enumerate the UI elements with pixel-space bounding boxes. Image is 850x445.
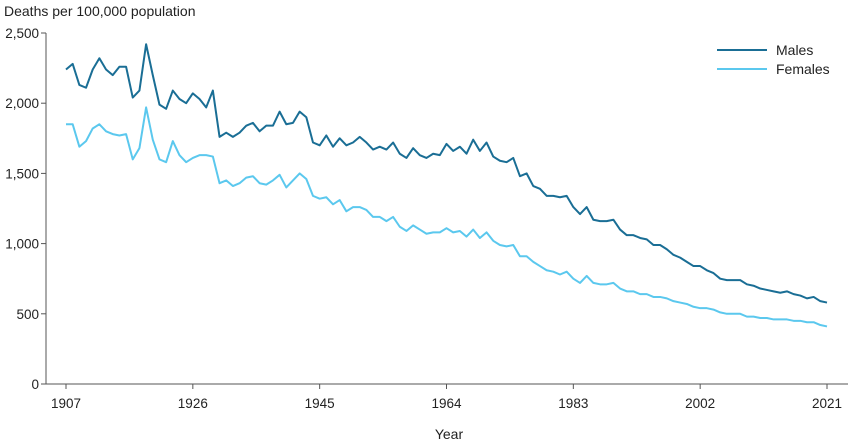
- y-tick-label: 1,000: [5, 237, 39, 252]
- x-tick-label: 1964: [431, 396, 462, 411]
- x-axis: 1907 1926 1945 1964 1983 2002 2021: [46, 383, 848, 411]
- x-axis-label: Year: [435, 426, 464, 442]
- x-tick-label: 2021: [812, 396, 842, 411]
- y-axis-label: Deaths per 100,000 population: [4, 3, 195, 19]
- x-tick-label: 2002: [685, 396, 715, 411]
- legend-label-females: Females: [776, 61, 830, 77]
- x-tick-label: 1983: [558, 396, 588, 411]
- y-tick-label: 500: [16, 307, 39, 322]
- x-tick-label: 1926: [178, 396, 208, 411]
- series-layer: [65, 43, 828, 328]
- series-line-females: [66, 106, 828, 328]
- legend: Males Females: [717, 42, 830, 77]
- y-tick-label: 1,500: [5, 166, 39, 181]
- y-tick-label: 2,000: [5, 96, 39, 111]
- x-tick-label: 1907: [51, 396, 81, 411]
- y-axis: 0 500 1,000 1,500 2,000 2,500: [5, 26, 47, 392]
- y-tick-label: 0: [31, 377, 39, 392]
- y-tick-label: 2,500: [5, 26, 39, 41]
- x-tick-label: 1945: [305, 396, 335, 411]
- series-line-males: [65, 43, 828, 304]
- legend-label-males: Males: [776, 42, 813, 58]
